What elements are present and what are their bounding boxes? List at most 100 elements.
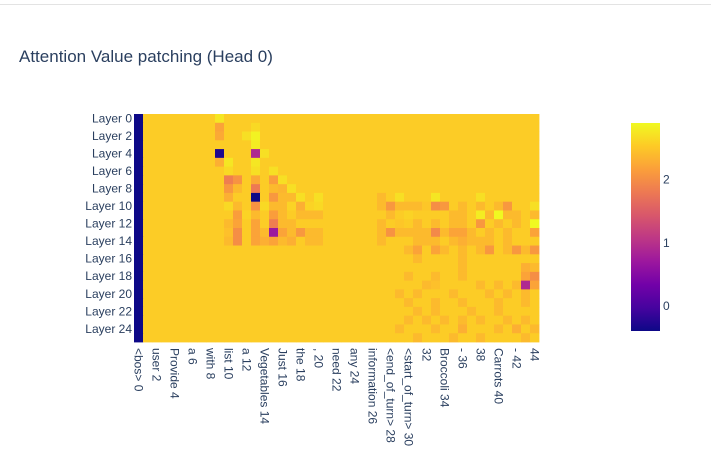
heatmap-cell — [224, 263, 234, 273]
heatmap-cell — [296, 192, 306, 203]
heatmap-cell — [422, 201, 432, 211]
heatmap-cell — [467, 192, 477, 203]
heatmap-cell — [287, 298, 297, 308]
heatmap-cell — [179, 228, 189, 238]
heatmap-cell — [269, 175, 279, 185]
heatmap-cell — [134, 114, 144, 124]
heatmap-cell — [485, 254, 495, 264]
x-tick-label: <start_of_turn> 30 — [402, 348, 416, 446]
heatmap-cell — [206, 289, 216, 299]
heatmap-cell — [503, 306, 513, 317]
heatmap-cell — [485, 210, 495, 220]
heatmap-cell — [368, 306, 378, 317]
heatmap-cell — [467, 254, 477, 264]
heatmap-cell — [323, 131, 333, 141]
heatmap-cell — [287, 149, 297, 159]
heatmap-cell — [161, 306, 171, 317]
heatmap-cell — [359, 228, 369, 238]
heatmap-cell — [368, 254, 378, 264]
heatmap-cell — [197, 192, 207, 203]
heatmap-cell — [368, 236, 378, 246]
heatmap-cell — [296, 289, 306, 299]
heatmap-cell — [260, 149, 270, 159]
heatmap-cell — [278, 254, 288, 264]
heatmap-cell — [269, 192, 279, 203]
heatmap-cell — [188, 192, 198, 203]
heatmap-cell — [314, 122, 324, 132]
heatmap-cell — [530, 210, 540, 220]
heatmap-cell — [467, 114, 477, 124]
heatmap-cell — [404, 236, 414, 246]
heatmap-cell — [467, 306, 477, 317]
heatmap-cell — [161, 254, 171, 264]
heatmap-cell — [476, 333, 486, 343]
heatmap-cell — [377, 254, 387, 264]
heatmap-cell — [197, 228, 207, 238]
heatmap-cell — [260, 280, 270, 290]
heatmap-cell — [404, 122, 414, 132]
heatmap-cell — [224, 166, 234, 176]
heatmap-cell — [278, 280, 288, 290]
heatmap-cell — [512, 192, 522, 203]
heatmap-cell — [188, 280, 198, 290]
heatmap-cell — [422, 298, 432, 308]
heatmap-cell — [233, 263, 243, 273]
heatmap-cell — [341, 219, 351, 229]
heatmap-cell — [143, 140, 153, 150]
heatmap-cell — [422, 192, 432, 203]
heatmap-cell — [269, 245, 279, 255]
heatmap-cell — [359, 271, 369, 282]
heatmap-cell — [296, 315, 306, 325]
heatmap-cell — [206, 263, 216, 273]
heatmap-cell — [197, 263, 207, 273]
heatmap-cell — [170, 263, 180, 273]
heatmap-cell — [224, 122, 234, 132]
heatmap-cell — [314, 306, 324, 317]
heatmap-cell — [197, 201, 207, 211]
heatmap-cell — [152, 166, 162, 176]
heatmap-cell — [188, 306, 198, 317]
heatmap-cell — [341, 210, 351, 220]
heatmap-cell — [296, 210, 306, 220]
heatmap-cell — [341, 306, 351, 317]
heatmap-cell — [503, 166, 513, 176]
heatmap-cell — [323, 210, 333, 220]
heatmap-cell — [449, 149, 459, 159]
heatmap-cell — [350, 184, 360, 194]
heatmap-cell — [251, 157, 261, 168]
heatmap-cell — [278, 298, 288, 308]
heatmap-cell — [440, 219, 450, 229]
heatmap-cell — [368, 175, 378, 185]
heatmap-cell — [458, 122, 468, 132]
heatmap-cell — [530, 280, 540, 290]
heatmap-cell — [305, 184, 315, 194]
heatmap-cell — [512, 306, 522, 317]
heatmap-cell — [143, 236, 153, 246]
heatmap-cell — [215, 254, 225, 264]
heatmap-cell — [296, 263, 306, 273]
x-tick-label: 32 — [420, 348, 434, 362]
heatmap-cell — [377, 236, 387, 246]
heatmap-cell — [233, 306, 243, 317]
y-tick-label: Layer 24 — [85, 322, 132, 336]
heatmap-cell — [152, 245, 162, 255]
heatmap-cell — [368, 184, 378, 194]
heatmap-cell — [359, 157, 369, 168]
heatmap-cell — [206, 236, 216, 246]
heatmap-cell — [251, 289, 261, 299]
heatmap-cell — [503, 140, 513, 150]
heatmap-cell — [197, 333, 207, 343]
heatmap-cell — [395, 114, 405, 124]
heatmap-cell — [431, 289, 441, 299]
heatmap-cell — [503, 219, 513, 229]
x-tick-label: the 18 — [294, 348, 308, 382]
y-tick-label: Layer 8 — [92, 182, 132, 196]
heatmap-cell — [368, 315, 378, 325]
heatmap-cell — [350, 166, 360, 176]
heatmap-cell — [251, 236, 261, 246]
heatmap-cell — [206, 315, 216, 325]
heatmap-cell — [224, 140, 234, 150]
heatmap-cell — [485, 122, 495, 132]
heatmap-cell — [476, 184, 486, 194]
heatmap-cell — [467, 219, 477, 229]
